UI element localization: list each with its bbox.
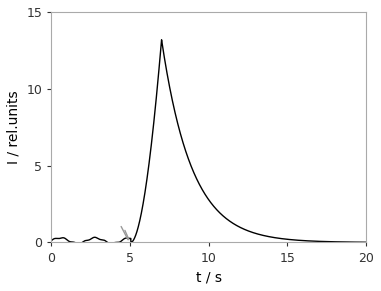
X-axis label: t / s: t / s xyxy=(196,270,222,284)
Y-axis label: I / rel.units: I / rel.units xyxy=(7,91,21,164)
